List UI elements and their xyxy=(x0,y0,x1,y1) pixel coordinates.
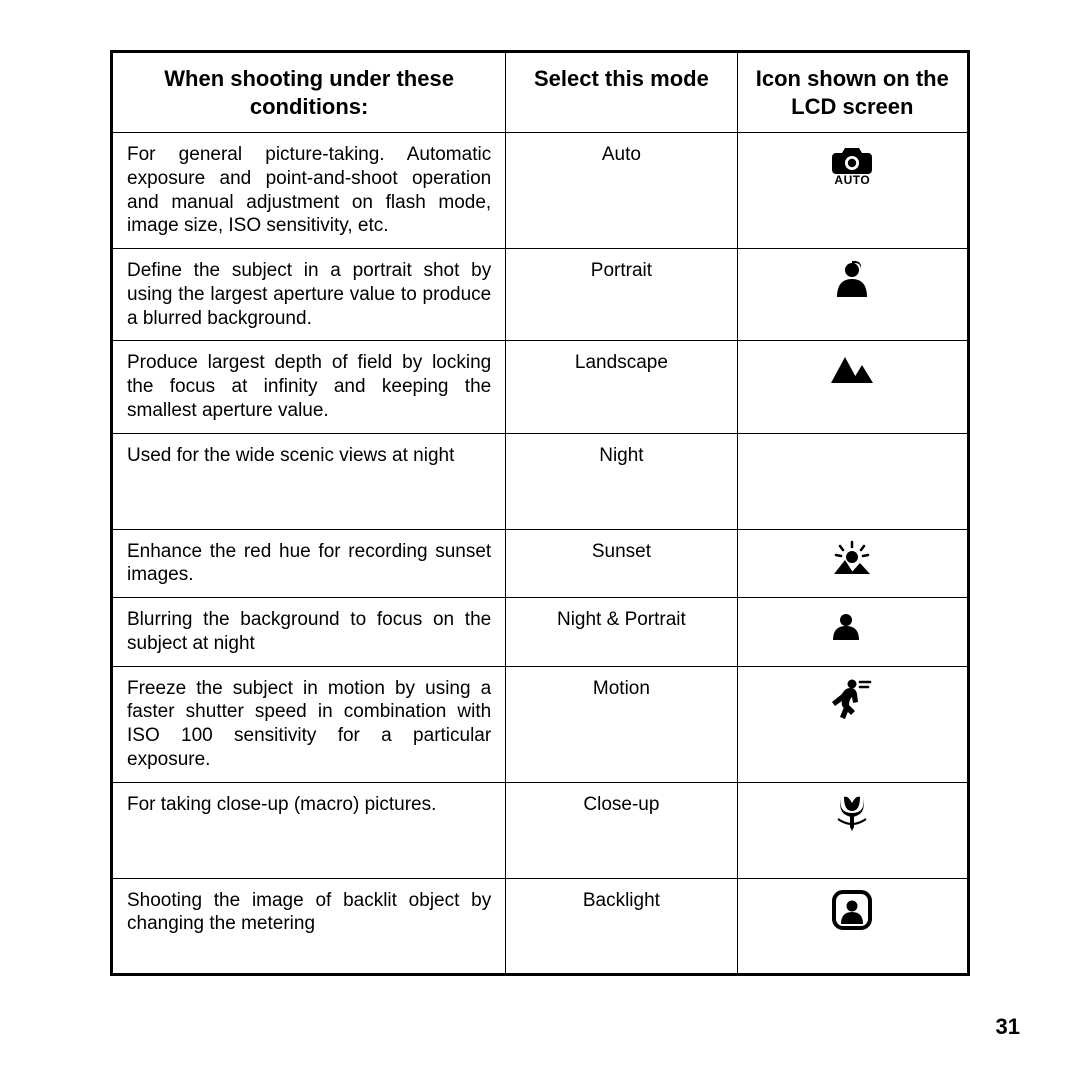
icon-cell xyxy=(737,666,968,782)
portrait-icon xyxy=(832,259,872,299)
table-row: Freeze the subject in motion by using a … xyxy=(112,666,969,782)
table-row: Define the subject in a portrait shot by… xyxy=(112,249,969,341)
table-row: Produce largest depth of field by lockin… xyxy=(112,341,969,433)
mode-cell: Motion xyxy=(506,666,737,782)
icon-cell xyxy=(737,878,968,974)
sunset-icon xyxy=(832,540,872,576)
table-row: Blurring the background to focus on the … xyxy=(112,598,969,667)
icon-cell: AUTO xyxy=(737,133,968,249)
mode-cell: Night & Portrait xyxy=(506,598,737,667)
condition-cell: Freeze the subject in motion by using a … xyxy=(112,666,506,782)
icon-cell xyxy=(737,782,968,878)
col-header-icon: Icon shown on the LCD screen xyxy=(737,52,968,133)
condition-cell: Enhance the red hue for recording sunset… xyxy=(112,529,506,598)
page-number: 31 xyxy=(996,1014,1020,1040)
table-row: For general picture-taking. Automatic ex… xyxy=(112,133,969,249)
backlight-icon xyxy=(831,889,873,931)
mode-cell: Auto xyxy=(506,133,737,249)
icon-cell xyxy=(737,529,968,598)
manual-page: When shooting under these conditions: Se… xyxy=(0,0,1080,1080)
table-row: Enhance the red hue for recording sunset… xyxy=(112,529,969,598)
col-header-conditions: When shooting under these conditions: xyxy=(112,52,506,133)
icon-cell xyxy=(737,433,968,529)
night-portrait-icon xyxy=(831,608,873,642)
icon-cell xyxy=(737,249,968,341)
table-row: For taking close-up (macro) pictures. Cl… xyxy=(112,782,969,878)
icon-cell xyxy=(737,598,968,667)
col-header-mode: Select this mode xyxy=(506,52,737,133)
closeup-icon xyxy=(832,793,872,833)
mode-cell: Portrait xyxy=(506,249,737,341)
condition-cell: Define the subject in a portrait shot by… xyxy=(112,249,506,341)
table-row: Used for the wide scenic views at night … xyxy=(112,433,969,529)
condition-cell: For general picture-taking. Automatic ex… xyxy=(112,133,506,249)
condition-cell: Produce largest depth of field by lockin… xyxy=(112,341,506,433)
icon-cell xyxy=(737,341,968,433)
motion-icon xyxy=(830,677,874,721)
auto-caption: AUTO xyxy=(752,173,953,188)
landscape-icon xyxy=(829,351,875,385)
condition-cell: Used for the wide scenic views at night xyxy=(112,433,506,529)
table-row: Shooting the image of backlit object by … xyxy=(112,878,969,974)
condition-cell: Shooting the image of backlit object by … xyxy=(112,878,506,974)
mode-cell: Night xyxy=(506,433,737,529)
mode-cell: Landscape xyxy=(506,341,737,433)
night-icon xyxy=(835,444,869,482)
mode-cell: Backlight xyxy=(506,878,737,974)
shooting-modes-table: When shooting under these conditions: Se… xyxy=(110,50,970,976)
condition-cell: Blurring the background to focus on the … xyxy=(112,598,506,667)
mode-cell: Close-up xyxy=(506,782,737,878)
condition-cell: For taking close-up (macro) pictures. xyxy=(112,782,506,878)
mode-cell: Sunset xyxy=(506,529,737,598)
table-header-row: When shooting under these conditions: Se… xyxy=(112,52,969,133)
auto-icon xyxy=(830,143,874,175)
